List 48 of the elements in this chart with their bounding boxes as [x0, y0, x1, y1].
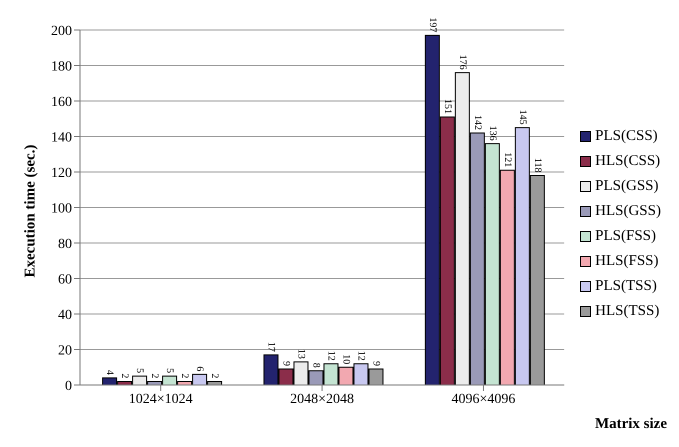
- x-tick-label: 1024×1024: [128, 392, 193, 407]
- y-tick-label: 120: [51, 166, 72, 181]
- data-label: 5: [134, 368, 146, 374]
- y-tick-label: 60: [58, 272, 72, 288]
- legend-label: HLS(TSS): [595, 302, 660, 320]
- data-label: 13: [295, 348, 306, 359]
- legend-label: HLS(GSS): [595, 202, 661, 220]
- x-tick-label: 4096×4096: [451, 392, 516, 407]
- data-label: 151: [442, 98, 453, 114]
- legend-label: PLS(TSS): [595, 276, 657, 296]
- legend-label: HLS(FSS): [595, 252, 658, 270]
- data-label: 145: [516, 110, 528, 125]
- y-tick-label: 140: [51, 130, 72, 146]
- y-tick-label: 20: [58, 343, 72, 358]
- y-tick-label: 80: [58, 236, 72, 252]
- y-tick-label: 40: [58, 308, 72, 323]
- data-label: 197: [426, 17, 438, 32]
- data-label: 12: [355, 350, 366, 361]
- data-label: 142: [472, 114, 483, 130]
- data-label: 121: [502, 152, 513, 168]
- data-label: 5: [164, 368, 176, 374]
- data-label: 118: [532, 158, 543, 173]
- y-axis-title: Execution time (sec.): [22, 144, 38, 278]
- data-label: 17: [265, 342, 276, 352]
- x-axis-title: Matrix size: [594, 416, 667, 433]
- x-tick-label: 2048×2048: [290, 392, 354, 407]
- y-tick-label: 200: [51, 24, 72, 39]
- y-tick-label: 180: [51, 59, 72, 74]
- legend-label: PLS(FSS): [595, 226, 656, 246]
- data-label: 10: [340, 354, 352, 364]
- y-tick-label: 160: [51, 94, 72, 110]
- data-label: 2: [119, 373, 130, 378]
- data-label: 2: [179, 373, 190, 378]
- y-tick-label: 0: [65, 378, 72, 394]
- data-label: 2: [149, 373, 160, 378]
- data-label: 176: [456, 54, 468, 70]
- data-label: 9: [370, 361, 382, 366]
- y-tick-label: 100: [51, 201, 72, 216]
- data-label: 4: [104, 370, 116, 375]
- data-label: 9: [280, 361, 292, 366]
- data-label: 6: [194, 366, 206, 372]
- legend-label: PLS(GSS): [595, 176, 658, 196]
- data-label: 8: [310, 362, 322, 368]
- legend-label: HLS(CSS): [595, 152, 660, 170]
- data-label: 136: [486, 126, 498, 141]
- data-label: 2: [209, 373, 220, 378]
- legend-label: PLS(CSS): [595, 126, 658, 146]
- data-label: 12: [325, 350, 336, 361]
